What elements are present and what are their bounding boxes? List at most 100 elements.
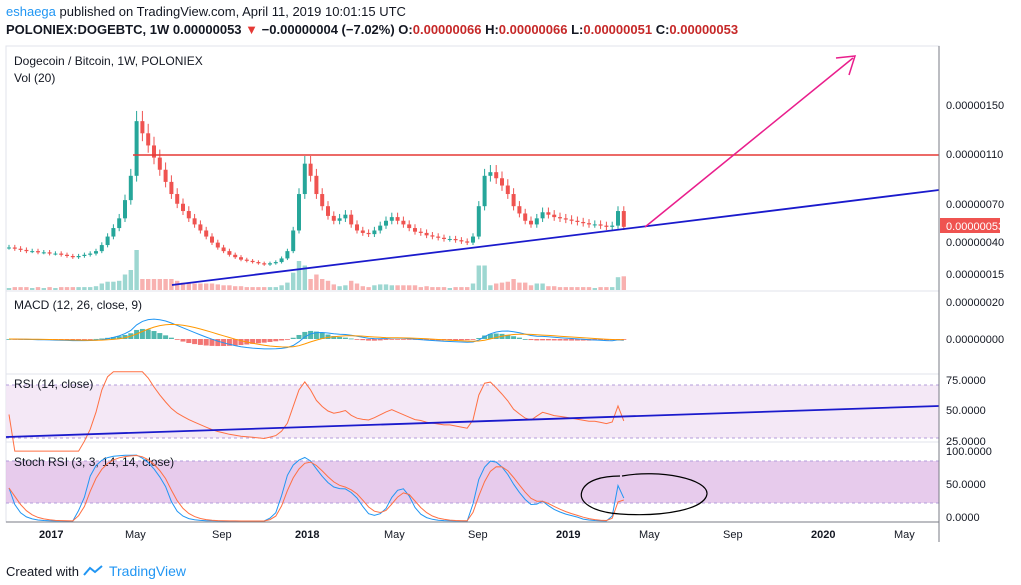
date-label: May — [894, 529, 915, 541]
projection-arrow[interactable] — [644, 57, 854, 228]
candle-body — [424, 232, 429, 236]
published-text: published on TradingView.com, April 11, … — [59, 4, 406, 19]
candle-body — [111, 228, 116, 237]
candle-body — [204, 230, 209, 237]
volume-bar — [180, 282, 186, 290]
macd-bar — [279, 339, 285, 341]
macd-bar — [180, 339, 186, 342]
volume-bar — [621, 276, 626, 290]
volume-bar — [47, 287, 52, 290]
macd-bar — [383, 339, 389, 340]
candle-body — [82, 254, 87, 256]
volume-bar — [227, 285, 232, 290]
candle-body — [70, 255, 75, 258]
macd-bar — [226, 339, 232, 346]
volume-bar — [499, 282, 505, 290]
macd-tick: 0.00000000 — [946, 334, 1004, 346]
macd-bar — [192, 339, 198, 345]
volume-bar — [215, 284, 220, 290]
stoch-circle-annotation[interactable] — [580, 473, 708, 516]
volume-bar — [482, 265, 487, 290]
candle-body — [215, 242, 220, 248]
volume-bar — [99, 283, 104, 290]
volume-bar — [407, 285, 412, 290]
volume-bar — [53, 288, 58, 290]
price-tick: 0.00000110 — [946, 149, 1003, 161]
macd-bar — [296, 334, 302, 339]
macd-bar — [203, 339, 209, 346]
candle-body — [360, 230, 365, 233]
volume-bar — [93, 286, 99, 290]
volume-bar — [250, 287, 255, 290]
volume-bar — [111, 281, 116, 290]
volume-bar — [117, 280, 122, 290]
volume-bar — [273, 287, 278, 290]
volume-bar — [470, 283, 476, 290]
candle-body — [616, 211, 620, 226]
candle-body — [285, 251, 290, 259]
volume-bar — [534, 283, 539, 290]
volume-bar — [337, 286, 342, 290]
arrow-head-icon — [835, 55, 857, 76]
volume-bar — [575, 287, 580, 290]
volume-bar — [488, 285, 493, 290]
time-axis[interactable]: 2017 May Sep 2018 May Sep 2019 May Sep 2020 May — [39, 529, 915, 541]
macd-bar — [406, 339, 412, 340]
volume-bars — [6, 250, 626, 290]
chart-area[interactable]: Dogecoin / Bitcoin, 1W, POLONIEX Vol (20… — [0, 44, 1021, 555]
volume-bar — [372, 285, 377, 290]
macd-bar — [313, 331, 319, 339]
price-pane-title: Dogecoin / Bitcoin, 1W, POLONIEX — [14, 54, 203, 68]
macd-bar — [273, 339, 279, 342]
candle-body — [146, 133, 151, 146]
candle-body — [366, 232, 371, 235]
candle-body — [47, 252, 52, 254]
candle-body — [581, 221, 586, 224]
volume-bar — [302, 265, 307, 290]
candle-body — [546, 212, 551, 215]
macd-bar — [360, 339, 366, 341]
macd-bar — [186, 339, 192, 344]
current-price-badge — [940, 218, 1000, 233]
volume-bar — [581, 287, 586, 290]
date-label: May — [639, 529, 660, 541]
price-trend-line[interactable] — [171, 189, 940, 286]
volume-bar — [279, 285, 284, 290]
candle-body — [343, 214, 348, 219]
price-tick: 0.00000015 — [946, 269, 1004, 281]
rsi-line — [8, 371, 625, 452]
candle-body — [76, 255, 81, 258]
volume-bar — [163, 279, 168, 290]
volume-bar — [592, 288, 597, 290]
author-link[interactable]: eshaega — [6, 4, 56, 19]
macd-bar — [569, 339, 575, 341]
candle-body — [331, 215, 336, 221]
volume-bar — [291, 272, 296, 290]
macd-bar — [377, 339, 383, 341]
candle-body — [157, 157, 162, 170]
stoch-title: Stoch RSI (3, 3, 14, 14, close) — [14, 455, 174, 469]
macd-pane[interactable] — [5, 290, 940, 375]
candle-body — [320, 194, 325, 207]
volume-bar — [244, 287, 249, 290]
volume-bar — [401, 285, 406, 290]
candle-body — [65, 254, 69, 256]
macd-bar — [261, 339, 267, 343]
candle-body — [413, 228, 417, 232]
price-pane[interactable] — [5, 45, 940, 292]
macd-bar — [511, 336, 517, 339]
volume-bar — [238, 286, 244, 290]
macd-bar — [76, 339, 82, 340]
volume-bar — [598, 287, 603, 290]
candle-body — [268, 263, 272, 265]
macd-bar — [429, 339, 435, 341]
volume-bar — [354, 283, 360, 290]
candle-body — [569, 219, 574, 221]
candle-body — [621, 211, 626, 227]
tradingview-brand[interactable]: TradingView — [108, 563, 187, 579]
candle-body — [505, 185, 510, 195]
volume-bar — [70, 287, 75, 290]
rsi-trend-line[interactable] — [5, 405, 940, 438]
candle-body — [308, 163, 313, 176]
candle-body — [575, 220, 580, 222]
